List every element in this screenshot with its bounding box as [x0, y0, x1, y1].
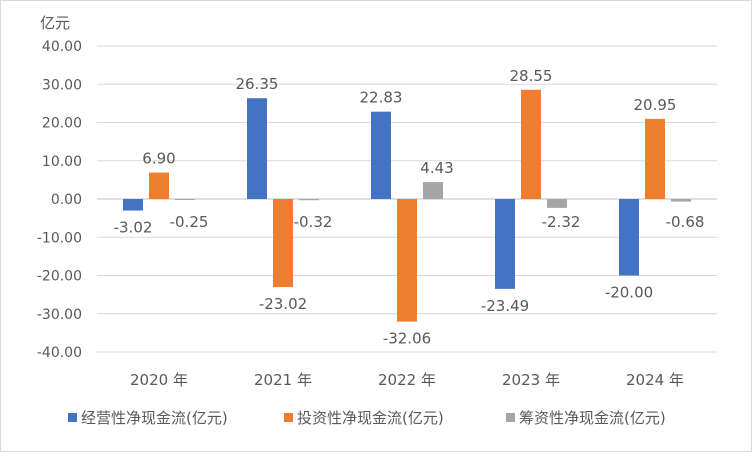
y-axis-label: 亿元 — [40, 14, 70, 32]
data-label: -0.25 — [170, 213, 209, 231]
data-label: -23.49 — [481, 297, 529, 315]
data-label: -32.06 — [383, 330, 431, 348]
x-tick-label: 2022 年 — [378, 371, 436, 389]
x-tick-label: 2021 年 — [254, 371, 312, 389]
bar-3-2023年 — [547, 199, 567, 208]
data-label: 28.55 — [510, 67, 553, 85]
y-tick-label: 30.00 — [42, 77, 82, 93]
bar-2-2022年 — [397, 199, 417, 322]
bar-2-2023年 — [521, 89, 541, 199]
legend-swatch — [68, 413, 77, 422]
data-label: -3.02 — [114, 219, 153, 237]
data-label: -0.32 — [294, 213, 333, 231]
data-label: 22.83 — [360, 89, 403, 107]
bar-1-2024年 — [619, 199, 639, 276]
x-tick-label: 2020 年 — [130, 371, 188, 389]
bar-3-2020年 — [175, 199, 195, 200]
legend-label: 筹资性净现金流(亿元) — [519, 409, 666, 427]
bar-3-2021年 — [299, 199, 319, 201]
bar-3-2022年 — [423, 182, 443, 199]
x-tick-label: 2023 年 — [502, 371, 560, 389]
bar-1-2022年 — [371, 111, 391, 199]
data-label: 26.35 — [236, 75, 279, 93]
data-label: -23.02 — [259, 295, 307, 313]
y-tick-label: -20.00 — [37, 269, 82, 285]
bar-2-2021年 — [273, 199, 293, 288]
data-label: -2.32 — [542, 213, 581, 231]
bar-3-2024年 — [671, 199, 691, 202]
data-label: -0.68 — [666, 213, 705, 231]
y-tick-label: -40.00 — [37, 345, 82, 361]
data-label: -20.00 — [605, 284, 653, 302]
bar-1-2023年 — [495, 199, 515, 289]
data-label: 4.43 — [420, 159, 453, 177]
legend-swatch — [506, 413, 515, 422]
y-tick-label: -10.00 — [37, 230, 82, 246]
x-tick-label: 2024 年 — [626, 371, 684, 389]
y-tick-label: 20.00 — [42, 116, 82, 132]
y-tick-label: 40.00 — [42, 39, 82, 55]
legend-label: 经营性净现金流(亿元) — [81, 409, 228, 427]
y-tick-label: -30.00 — [37, 307, 82, 323]
bar-2-2020年 — [149, 172, 169, 199]
bar-1-2021年 — [247, 98, 267, 199]
legend-swatch — [284, 413, 293, 422]
legend-label: 投资性净现金流(亿元) — [297, 409, 444, 427]
y-tick-label: 10.00 — [42, 154, 82, 170]
data-label: 6.90 — [142, 150, 175, 168]
y-tick-label: 0.00 — [51, 192, 82, 208]
data-label: 20.95 — [634, 96, 677, 114]
bar-1-2020年 — [123, 199, 143, 211]
bar-2-2024年 — [645, 118, 665, 199]
